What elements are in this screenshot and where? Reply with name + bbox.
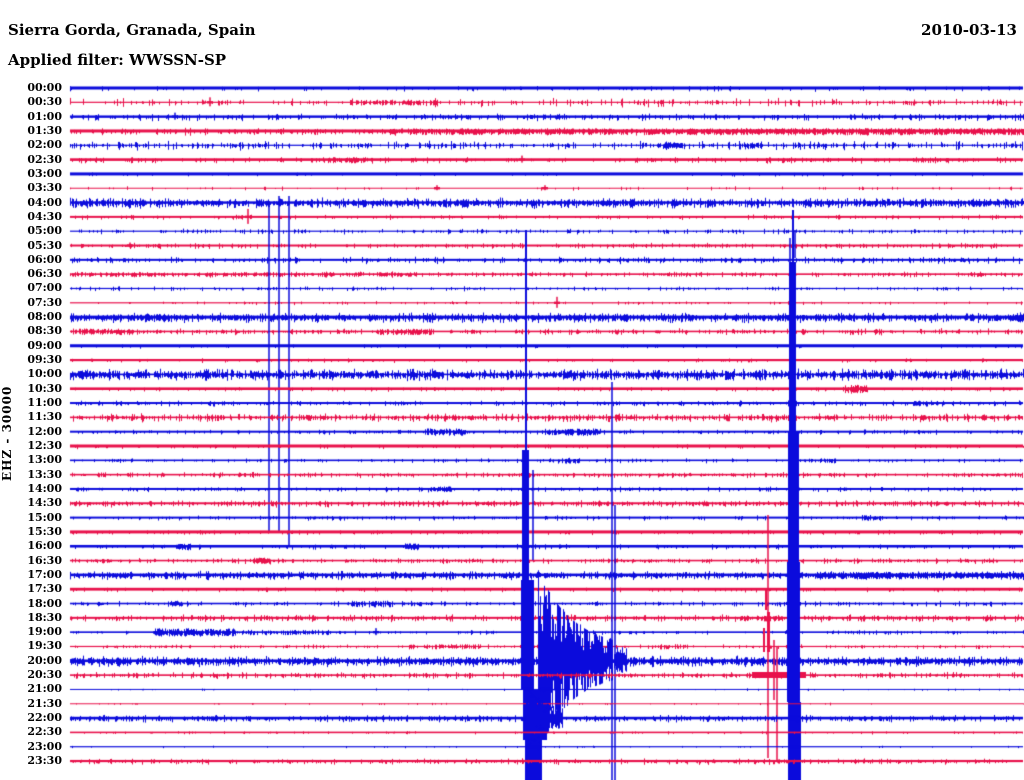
time-label: 10:30 — [27, 381, 62, 395]
time-label: 03:30 — [27, 181, 62, 195]
time-label: 04:00 — [27, 195, 62, 209]
time-label: 15:30 — [27, 524, 62, 538]
time-label: 16:30 — [27, 553, 62, 567]
time-label: 09:00 — [27, 338, 62, 352]
time-label: 14:30 — [27, 496, 62, 510]
time-label: 20:00 — [27, 653, 62, 667]
applied-filter-label: Applied filter: WWSSN-SP — [8, 51, 227, 69]
time-label: 18:30 — [27, 610, 62, 624]
time-label: 19:30 — [27, 639, 62, 653]
time-label: 22:30 — [27, 725, 62, 739]
time-label: 13:00 — [27, 453, 62, 467]
time-label: 06:00 — [27, 252, 62, 266]
time-label: 23:00 — [27, 739, 62, 753]
time-label: 15:00 — [27, 510, 62, 524]
time-label: 11:00 — [27, 396, 62, 410]
time-label: 05:00 — [27, 224, 62, 238]
time-label: 16:00 — [27, 539, 62, 553]
time-label: 07:30 — [27, 295, 62, 309]
time-label: 18:00 — [27, 596, 62, 610]
time-label: 08:00 — [27, 310, 62, 324]
time-label: 02:00 — [27, 138, 62, 152]
time-label: 09:30 — [27, 353, 62, 367]
time-label: 01:30 — [27, 123, 62, 137]
date-label: 2010-03-13 — [921, 21, 1017, 39]
time-label: 21:30 — [27, 696, 62, 710]
time-label: 07:00 — [27, 281, 62, 295]
time-label: 05:30 — [27, 238, 62, 252]
time-label: 00:30 — [27, 95, 62, 109]
time-label: 20:30 — [27, 668, 62, 682]
time-label: 21:00 — [27, 682, 62, 696]
time-label: 01:00 — [27, 109, 62, 123]
time-label: 13:30 — [27, 467, 62, 481]
time-label: 06:30 — [27, 267, 62, 281]
time-label: 04:30 — [27, 209, 62, 223]
time-label: 10:00 — [27, 367, 62, 381]
time-label: 12:00 — [27, 424, 62, 438]
time-label: 14:00 — [27, 481, 62, 495]
time-label: 23:30 — [27, 754, 62, 768]
time-label: 12:30 — [27, 439, 62, 452]
time-label: 22:00 — [27, 711, 62, 725]
time-label: 17:30 — [27, 582, 62, 596]
time-label: 02:30 — [27, 152, 62, 166]
time-label: 17:00 — [27, 567, 62, 581]
station-title: Sierra Gorda, Granada, Spain — [8, 21, 256, 39]
time-label: 19:00 — [27, 625, 62, 639]
time-label: 00:00 — [27, 81, 62, 94]
time-label: 03:00 — [27, 166, 62, 180]
time-label: 08:30 — [27, 324, 62, 338]
time-label: 11:30 — [27, 410, 62, 424]
time-labels: 00:00 00:30 01:00 01:30 02:00 02:30 03:00 03:30… — [0, 0, 62, 780]
